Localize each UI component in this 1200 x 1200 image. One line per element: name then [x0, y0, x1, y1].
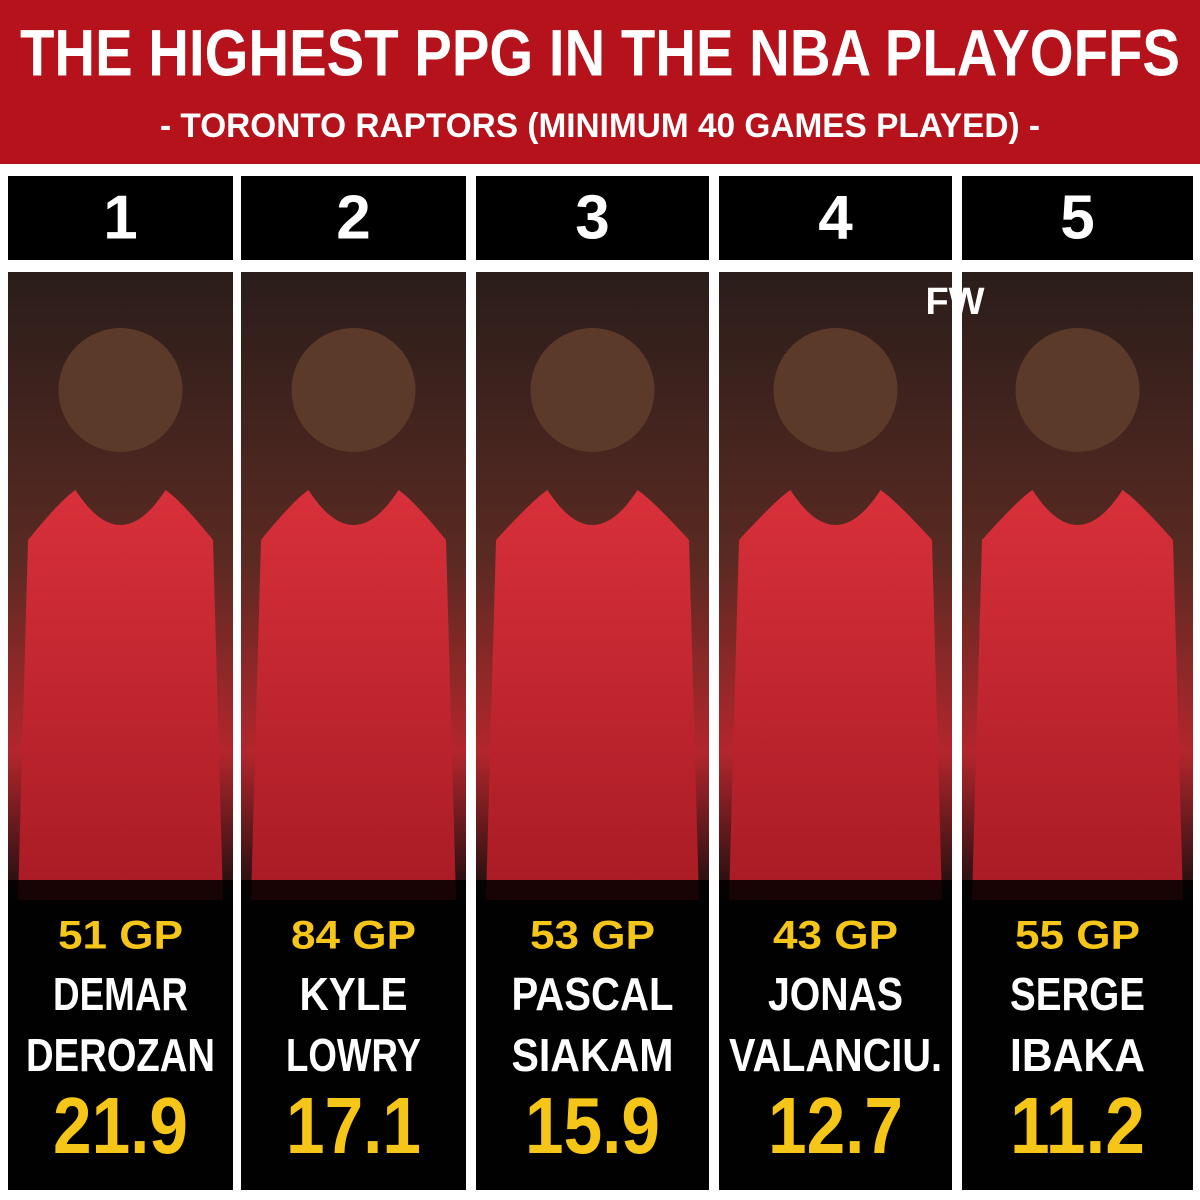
- player-name: DEMAR: [53, 968, 188, 1020]
- player-head: [773, 328, 898, 452]
- player-jersey: [486, 490, 699, 900]
- player-jersey: [18, 490, 223, 900]
- player-name: VALANCIU.: [729, 1029, 942, 1081]
- player-name: SERGE: [1010, 968, 1145, 1020]
- ppg: 17.1: [286, 1081, 421, 1170]
- ppg: 15.9: [525, 1081, 660, 1170]
- rank: 4: [818, 183, 853, 252]
- header-band: [0, 0, 1200, 164]
- player-name: PASCAL: [512, 968, 674, 1020]
- player-head: [1015, 328, 1140, 452]
- ppg: 21.9: [53, 1081, 188, 1170]
- rank-box: [719, 176, 952, 260]
- rank-box: [8, 176, 233, 260]
- text-shade: [476, 880, 709, 1190]
- text-shade: [962, 880, 1193, 1190]
- text-shade: [241, 880, 466, 1190]
- rank: 3: [575, 183, 609, 252]
- rank: 1: [103, 183, 137, 252]
- player-name: LOWRY: [286, 1029, 421, 1081]
- games-played: 53 GP: [530, 914, 655, 958]
- ppg: 11.2: [1010, 1081, 1145, 1170]
- player-head: [58, 328, 183, 452]
- rank-box: [241, 176, 466, 260]
- player-jersey: [729, 490, 942, 900]
- logo: FW: [925, 281, 984, 323]
- player-name: SIAKAM: [512, 1029, 674, 1081]
- player-name: IBAKA: [1010, 1029, 1145, 1081]
- games-played: 84 GP: [291, 914, 416, 958]
- games-played: 55 GP: [1015, 914, 1140, 958]
- text-shade: [8, 880, 233, 1190]
- player-jersey: [251, 490, 456, 900]
- subtitle: - TORONTO RAPTORS (MINIMUM 40 GAMES PLAY…: [160, 107, 1040, 145]
- player-head: [530, 328, 655, 452]
- text-shade: [719, 880, 952, 1190]
- rank-box: [962, 176, 1193, 260]
- player-head: [291, 328, 416, 452]
- games-played: 51 GP: [58, 914, 183, 958]
- rank: 2: [336, 183, 370, 252]
- ppg: 12.7: [768, 1081, 903, 1170]
- games-played: 43 GP: [773, 914, 898, 958]
- player-name: KYLE: [300, 968, 408, 1020]
- title: THE HIGHEST PPG IN THE NBA PLAYOFFS: [20, 15, 1180, 89]
- player-name: JONAS: [768, 968, 903, 1020]
- player-jersey: [972, 490, 1183, 900]
- player-name: DEROZAN: [26, 1029, 215, 1081]
- rank: 5: [1060, 183, 1094, 252]
- rank-box: [476, 176, 709, 260]
